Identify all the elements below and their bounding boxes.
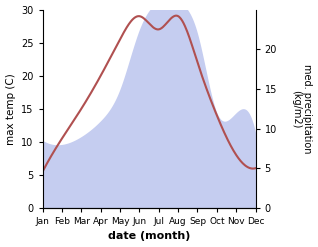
Y-axis label: med. precipitation
(kg/m2): med. precipitation (kg/m2) xyxy=(291,64,313,153)
X-axis label: date (month): date (month) xyxy=(108,231,190,242)
Y-axis label: max temp (C): max temp (C) xyxy=(5,73,16,144)
